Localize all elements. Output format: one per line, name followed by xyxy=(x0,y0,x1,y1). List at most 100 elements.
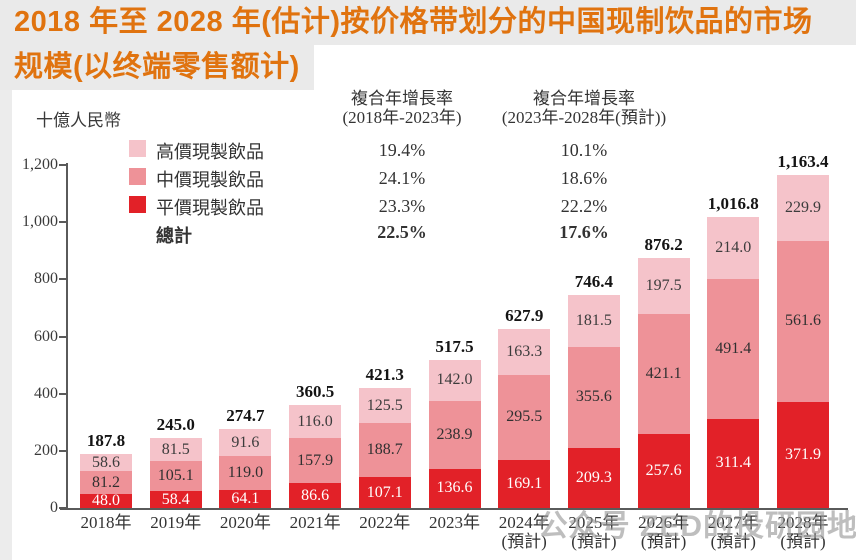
bar-segment xyxy=(498,328,551,376)
y-axis-tick-label: 400 xyxy=(34,384,58,402)
y-axis-unit-label: 十億人民幣 xyxy=(36,111,121,130)
x-axis-label: 2023年 xyxy=(429,513,480,532)
y-axis-tick-label: 200 xyxy=(34,441,58,459)
page-left-margin xyxy=(0,88,12,560)
y-axis-tick-label: 600 xyxy=(34,327,58,345)
bar-segment xyxy=(358,423,411,478)
x-axis-label: 2025年 xyxy=(568,513,620,532)
x-axis-line xyxy=(60,508,848,510)
cagr-column-header: 複合年增長率 (2023年-2028年(預計)) xyxy=(501,89,667,127)
y-axis-tick-mark xyxy=(59,507,66,509)
bar-segment xyxy=(358,477,411,508)
x-axis-label: 2024年 xyxy=(498,513,550,532)
bar-total-label: 627.9 xyxy=(505,305,544,325)
cagr-total-value: 17.6% xyxy=(559,222,609,242)
bar-segment xyxy=(567,294,620,347)
bar-segment-label: 295.5 xyxy=(506,408,543,426)
x-axis-label: 2026年 xyxy=(638,513,690,532)
bar-segment xyxy=(149,437,202,462)
bar-segment-label: 86.6 xyxy=(301,486,330,504)
bar-segment xyxy=(80,454,132,472)
cagr-value: 18.6% xyxy=(560,168,608,188)
bar-segment xyxy=(567,346,620,449)
bar-segment xyxy=(428,468,481,508)
bar-segment xyxy=(498,375,551,460)
bar-segment-label: 136.6 xyxy=(436,479,473,497)
x-axis-sublabel: (預計) xyxy=(710,532,756,551)
y-axis-tick-mark xyxy=(59,449,66,452)
y-axis-tick-label: 1,200 xyxy=(22,156,58,173)
bar-segment xyxy=(80,494,132,508)
bar-segment xyxy=(289,483,342,508)
bar-segment-label: 91.6 xyxy=(231,433,260,451)
bar-segment xyxy=(498,459,551,508)
title-line: 2018 年至 2028 年(估计)按价格带划分的中国现制饮品的市场 xyxy=(0,0,856,45)
legend-label: 高價現製飲品 xyxy=(156,142,264,162)
bar-segment-label: 197.5 xyxy=(645,276,682,294)
x-axis-label: 2027年 xyxy=(707,513,759,532)
bar-segment-label: 238.9 xyxy=(436,425,473,443)
bar-segment-label: 48.0 xyxy=(92,492,120,510)
y-axis-tick-mark xyxy=(59,164,66,166)
bar-segment-label: 119.0 xyxy=(227,463,264,481)
x-axis-label: 2020年 xyxy=(219,513,271,532)
x-axis-sublabel: (預計) xyxy=(501,532,547,551)
bar-segment-label: 81.5 xyxy=(161,440,190,458)
y-axis-tick-label: 800 xyxy=(34,270,58,288)
y-axis-tick-mark xyxy=(59,392,66,395)
bar-segment xyxy=(777,175,829,242)
bar-segment-label: 81.2 xyxy=(92,473,120,491)
x-axis-label: 2028年 xyxy=(777,513,829,532)
bar-segment-label: 169.1 xyxy=(506,474,543,492)
bar-segment-label: 105.1 xyxy=(157,467,194,485)
cagr-value: 24.1% xyxy=(378,168,426,188)
bar-segment-label: 229.9 xyxy=(785,199,821,217)
cagr-total-value: 22.5% xyxy=(377,222,427,242)
bar-segment xyxy=(219,455,272,490)
x-axis-sublabel: (預計) xyxy=(571,532,617,551)
cagr-value: 19.4% xyxy=(378,140,426,160)
bar-segment-label: 116.0 xyxy=(297,412,333,430)
bar-segment-label: 58.6 xyxy=(92,453,120,471)
bar-segment xyxy=(149,461,202,492)
bar-segment-label: 125.5 xyxy=(366,396,403,414)
bar-total-label: 245.0 xyxy=(156,414,195,434)
legend-total-label: 總計 xyxy=(156,226,192,246)
bar-segment-label: 214.0 xyxy=(715,238,752,256)
bar-segment-label: 311.4 xyxy=(715,454,751,472)
bar-segment xyxy=(219,489,272,508)
bar-segment xyxy=(637,434,690,508)
bar-segment xyxy=(289,438,342,484)
legend-swatch xyxy=(129,196,146,213)
x-axis-label: 2018年 xyxy=(80,513,132,532)
bar-segment xyxy=(567,448,620,508)
x-axis-sublabel: (預計) xyxy=(640,532,687,551)
x-axis-label: 2019年 xyxy=(150,513,202,532)
bar-segment xyxy=(80,471,132,495)
bar-total-label: 1,016.8 xyxy=(707,194,759,214)
bar-segment xyxy=(707,418,760,508)
bar-segment xyxy=(637,314,690,435)
cagr-value: 23.3% xyxy=(378,196,426,216)
bar-segment-label: 107.1 xyxy=(366,483,403,501)
bar-segment-label: 163.3 xyxy=(506,342,543,360)
bar-total-label: 421.3 xyxy=(365,364,404,384)
y-axis-tick-label: 1,000 xyxy=(22,213,58,231)
x-axis-label: 2021年 xyxy=(289,513,341,532)
cagr-value: 22.2% xyxy=(560,196,608,216)
bar-segment-label: 157.9 xyxy=(297,451,334,469)
bar-segment xyxy=(219,429,272,456)
bar-segment-label: 209.3 xyxy=(575,469,612,487)
legend-swatch xyxy=(129,168,146,185)
bar-total-label: 187.8 xyxy=(86,431,126,451)
bar-segment xyxy=(428,400,481,469)
cagr-column-header: 複合年增長率 (2018年-2023年) xyxy=(342,89,462,127)
bar-segment-label: 64.1 xyxy=(231,489,260,507)
bar-segment-label: 58.4 xyxy=(161,490,190,508)
bar-segment xyxy=(707,217,760,279)
cagr-value: 10.1% xyxy=(560,140,608,160)
bar-segment xyxy=(707,278,760,419)
title-line: 规模(以终端零售额计) xyxy=(0,45,314,90)
y-axis-tick-mark xyxy=(59,278,66,281)
bar-segment-label: 142.0 xyxy=(436,371,473,389)
